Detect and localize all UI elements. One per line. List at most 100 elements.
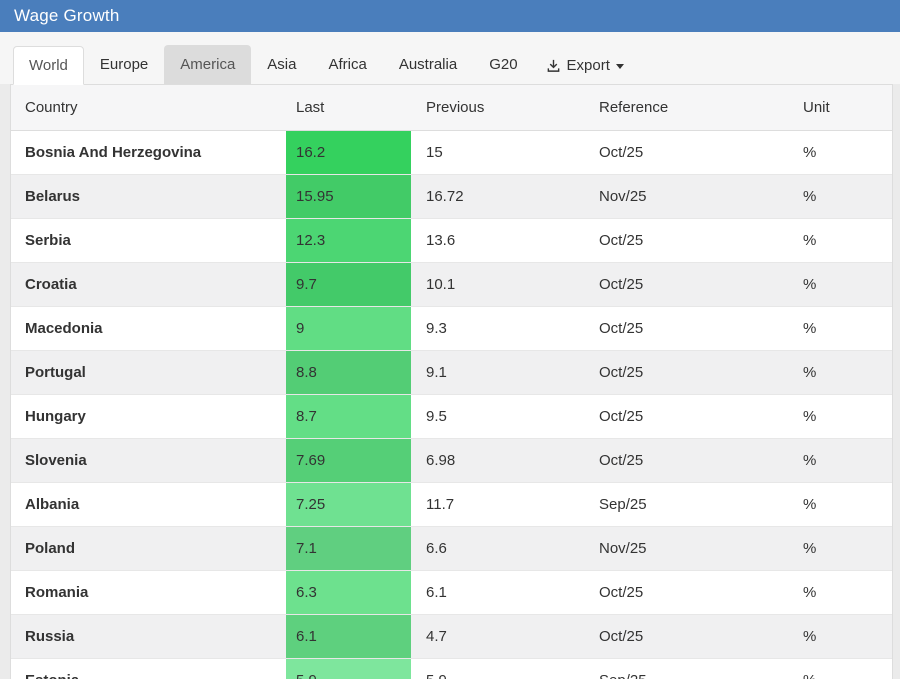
reference-cell: Oct/25	[589, 438, 793, 483]
table-body: Bosnia And Herzegovina 16.2 15 Oct/25% Belar…	[11, 130, 892, 679]
unit-cell: %	[793, 174, 892, 219]
country-cell[interactable]: Hungary	[11, 394, 286, 439]
country-cell[interactable]: Portugal	[11, 350, 286, 395]
export-button[interactable]: Export	[534, 47, 636, 84]
previous-cell: 6.98	[411, 438, 589, 483]
table-header-row: Country Last Previous Reference Unit	[11, 85, 892, 131]
download-icon	[546, 58, 561, 73]
title-bar: Wage Growth	[0, 0, 900, 32]
table-row: Hungary 8.7 9.5 Oct/25%	[11, 394, 892, 439]
tab-australia[interactable]: Australia	[398, 56, 458, 73]
unit-cell: %	[793, 438, 892, 483]
last-cell: 7.25	[286, 482, 411, 527]
last-cell: 9.7	[286, 262, 411, 307]
country-cell[interactable]: Belarus	[11, 174, 286, 219]
column-header-country: Country	[11, 85, 286, 131]
last-cell: 5.9	[286, 658, 411, 679]
last-cell: 8.8	[286, 350, 411, 395]
export-label: Export	[566, 57, 610, 74]
reference-cell: Oct/25	[589, 306, 793, 351]
reference-cell: Nov/25	[589, 526, 793, 571]
reference-cell: Oct/25	[589, 350, 793, 395]
tab-world[interactable]: World	[13, 46, 84, 85]
last-cell: 6.3	[286, 570, 411, 615]
previous-cell: 4.7	[411, 614, 589, 659]
tab-africa[interactable]: Africa	[328, 56, 367, 73]
last-cell: 8.7	[286, 394, 411, 439]
country-cell[interactable]: Albania	[11, 482, 286, 527]
unit-cell: %	[793, 218, 892, 263]
tab-europe[interactable]: Europe	[99, 56, 149, 73]
column-header-previous: Previous	[411, 85, 589, 131]
column-header-reference: Reference	[589, 85, 793, 131]
country-cell[interactable]: Macedonia	[11, 306, 286, 351]
previous-cell: 9.3	[411, 306, 589, 351]
table-row: Serbia 12.3 13.6 Oct/25%	[11, 218, 892, 263]
country-cell[interactable]: Estonia	[11, 658, 286, 679]
last-cell: 16.2	[286, 130, 411, 175]
unit-cell: %	[793, 482, 892, 527]
reference-cell: Oct/25	[589, 570, 793, 615]
previous-cell: 11.7	[411, 482, 589, 527]
country-cell[interactable]: Poland	[11, 526, 286, 571]
previous-cell: 5.9	[411, 658, 589, 679]
reference-cell: Oct/25	[589, 262, 793, 307]
reference-cell: Oct/25	[589, 394, 793, 439]
reference-cell: Sep/25	[589, 658, 793, 679]
unit-cell: %	[793, 306, 892, 351]
country-cell[interactable]: Bosnia And Herzegovina	[11, 130, 286, 175]
previous-cell: 15	[411, 130, 589, 175]
table-row: Macedonia 9 9.3 Oct/25%	[11, 306, 892, 351]
unit-cell: %	[793, 394, 892, 439]
previous-cell: 16.72	[411, 174, 589, 219]
last-cell: 6.1	[286, 614, 411, 659]
caret-down-icon	[615, 64, 624, 69]
page-title: Wage Growth	[14, 6, 120, 25]
country-cell[interactable]: Romania	[11, 570, 286, 615]
table-row: Russia 6.1 4.7 Oct/25%	[11, 614, 892, 659]
tab-g20[interactable]: G20	[489, 56, 518, 73]
tab-america[interactable]: America	[164, 45, 252, 84]
table-row: Poland 7.1 6.6 Nov/25%	[11, 526, 892, 571]
table-row: Albania 7.25 11.7 Sep/25%	[11, 482, 892, 527]
wage-growth-table: Country Last Previous Reference Unit Bos…	[11, 85, 892, 679]
country-cell[interactable]: Russia	[11, 614, 286, 659]
data-table-panel: Country Last Previous Reference Unit Bos…	[10, 84, 893, 679]
previous-cell: 6.6	[411, 526, 589, 571]
table-row: Romania 6.3 6.1 Oct/25%	[11, 570, 892, 615]
country-cell[interactable]: Slovenia	[11, 438, 286, 483]
previous-cell: 6.1	[411, 570, 589, 615]
table-row: Slovenia 7.69 6.98 Oct/25%	[11, 438, 892, 483]
previous-cell: 9.5	[411, 394, 589, 439]
reference-cell: Sep/25	[589, 482, 793, 527]
unit-cell: %	[793, 614, 892, 659]
country-cell[interactable]: Croatia	[11, 262, 286, 307]
unit-cell: %	[793, 570, 892, 615]
table-row: Belarus 15.95 16.72 Nov/25%	[11, 174, 892, 219]
last-cell: 9	[286, 306, 411, 351]
column-header-unit: Unit	[793, 85, 892, 131]
tab-asia[interactable]: Asia	[267, 56, 297, 73]
last-cell: 12.3	[286, 218, 411, 263]
previous-cell: 10.1	[411, 262, 589, 307]
table-row: Portugal 8.8 9.1 Oct/25%	[11, 350, 892, 395]
tab-bar: World Europe America Asia Africa Australia G20…	[0, 32, 900, 85]
table-row: Croatia 9.7 10.1 Oct/25%	[11, 262, 892, 307]
unit-cell: %	[793, 658, 892, 679]
unit-cell: %	[793, 350, 892, 395]
column-header-last: Last	[286, 85, 411, 131]
reference-cell: Oct/25	[589, 130, 793, 175]
country-cell[interactable]: Serbia	[11, 218, 286, 263]
reference-cell: Oct/25	[589, 218, 793, 263]
last-cell: 7.1	[286, 526, 411, 571]
reference-cell: Nov/25	[589, 174, 793, 219]
previous-cell: 13.6	[411, 218, 589, 263]
table-row: Estonia5.95.9Sep/25%	[11, 658, 892, 679]
unit-cell: %	[793, 526, 892, 571]
last-cell: 7.69	[286, 438, 411, 483]
last-cell: 15.95	[286, 174, 411, 219]
unit-cell: %	[793, 130, 892, 175]
previous-cell: 9.1	[411, 350, 589, 395]
unit-cell: %	[793, 262, 892, 307]
reference-cell: Oct/25	[589, 614, 793, 659]
